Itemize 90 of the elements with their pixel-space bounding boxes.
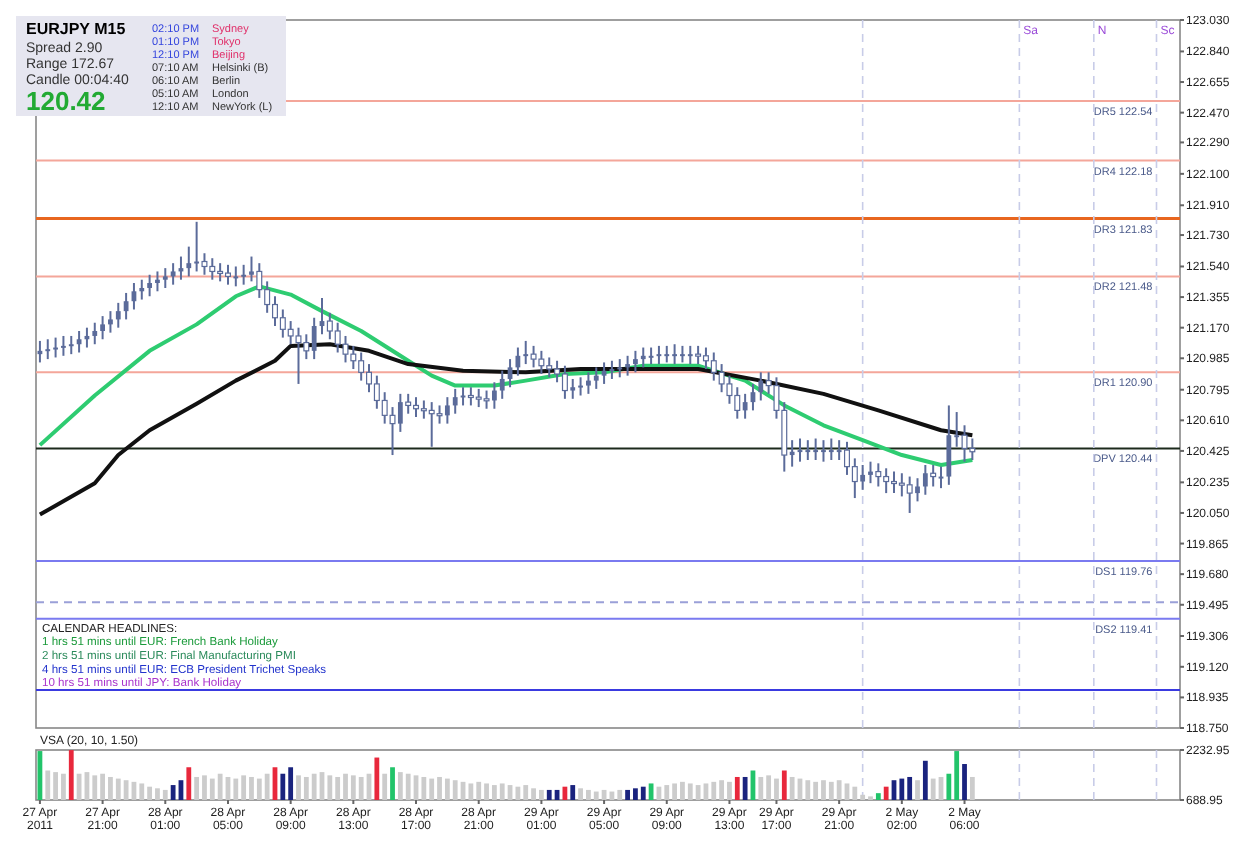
candlestick (295, 326, 302, 385)
candlestick (546, 356, 553, 379)
candlestick (695, 344, 702, 366)
candlestick (249, 255, 254, 283)
candlestick (350, 344, 357, 371)
candlestick (530, 344, 537, 369)
candlestick (491, 381, 497, 410)
candlestick (100, 315, 105, 341)
candlestick (702, 346, 709, 371)
candlestick (617, 358, 623, 379)
candlestick (843, 440, 850, 476)
candlestick (523, 339, 529, 366)
candlestick (61, 334, 66, 357)
candlestick (224, 263, 231, 286)
candlestick (217, 262, 224, 283)
line-series (37, 342, 975, 517)
candlestick (836, 439, 842, 462)
candlestick (381, 391, 388, 425)
candlestick (45, 338, 51, 361)
candlestick (828, 437, 834, 462)
candlestick (139, 278, 145, 301)
candlestick (108, 310, 113, 334)
candlestick (428, 401, 435, 448)
candlestick (898, 472, 905, 498)
candlestick (868, 460, 873, 485)
candlestick (397, 392, 403, 433)
candlestick (303, 333, 310, 361)
candlestick (922, 463, 928, 496)
candlestick (561, 364, 568, 400)
candlestick (483, 389, 490, 410)
candlestick (851, 457, 858, 500)
candlestick (162, 267, 168, 289)
candlestick (593, 366, 599, 390)
candlestick (155, 270, 160, 293)
candlestick (538, 349, 545, 375)
candlestick (233, 265, 239, 288)
candlestick (186, 245, 192, 278)
candlestick (170, 262, 176, 286)
candlestick (813, 437, 819, 462)
candlestick (452, 387, 458, 415)
candlestick (586, 371, 591, 395)
candlestick (554, 359, 561, 384)
candlestick (475, 387, 482, 409)
candlestick (710, 351, 717, 382)
candlestick (311, 316, 317, 361)
candlestick (115, 301, 121, 329)
candlestick (734, 386, 741, 420)
candlestick (53, 336, 58, 359)
candlestick (209, 257, 216, 281)
candlestick (821, 439, 826, 463)
candlestick (891, 470, 897, 495)
candlestick (946, 404, 952, 486)
candlestick (515, 346, 521, 377)
candlestick (570, 377, 576, 400)
candlestick (883, 467, 890, 495)
candlestick (805, 439, 811, 462)
annotation: 120.42 (26, 86, 106, 116)
candlestick (499, 369, 505, 400)
candlestick (92, 321, 98, 346)
candlestick (625, 354, 630, 377)
candlestick (334, 321, 341, 354)
candlestick (444, 396, 450, 425)
candlestick (758, 371, 764, 402)
candlestick (467, 386, 474, 407)
candlestick (241, 263, 247, 286)
candlestick (687, 344, 693, 366)
candlestick (271, 295, 278, 328)
candlestick (373, 374, 380, 410)
candlestick (413, 396, 420, 419)
candlestick (256, 262, 263, 299)
candlestick (930, 463, 937, 488)
chart-title: EURJPY M15 (26, 20, 127, 38)
candlestick (875, 462, 882, 488)
candlestick (578, 376, 583, 397)
candlestick (672, 343, 677, 366)
candlestick (915, 477, 920, 503)
candlestick (147, 273, 153, 298)
candlestick (358, 351, 365, 382)
candlestick (420, 399, 427, 420)
candlestick (906, 475, 913, 514)
candlestick (640, 346, 646, 369)
candlestick (742, 392, 748, 420)
candlestick (123, 291, 129, 321)
candlestick (633, 349, 638, 374)
candlestick (279, 308, 286, 339)
candlestick (68, 334, 74, 356)
candlestick (366, 363, 373, 394)
candlestick (326, 311, 333, 341)
candlestick (860, 463, 866, 491)
candlestick (194, 220, 200, 273)
